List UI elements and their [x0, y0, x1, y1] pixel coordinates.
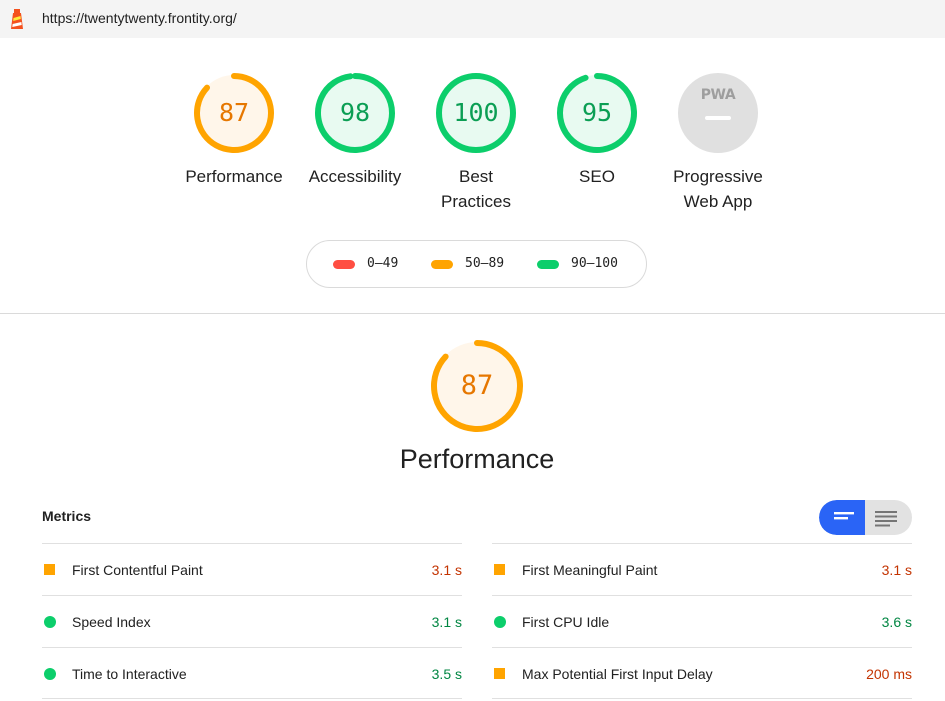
gauge-label-line: Progressive: [673, 167, 763, 186]
performance-section-score: 87: [460, 370, 494, 401]
pass-circle-icon: [44, 668, 56, 680]
gauge-ring-seo: 95: [555, 71, 639, 155]
section-divider: [0, 313, 945, 314]
gauge-ring-best-practices: 100: [434, 71, 518, 155]
metrics-column-right: First Meaningful Paint 3.1 s First CPU Idl…: [492, 543, 912, 699]
address-bar: https://twentytwenty.frontity.org/: [0, 0, 945, 38]
gauge-label-line: Best: [458, 167, 494, 186]
metric-value: 3.6 s: [881, 614, 912, 630]
gauge-score-pwa: PWA: [700, 87, 736, 103]
metric-value: 3.1 s: [431, 562, 462, 578]
gauge-label-line: Accessibility: [308, 167, 402, 186]
gauge-pwa[interactable]: PWA Progressive Web App: [668, 71, 768, 214]
legend-range-average: 50–89: [465, 256, 505, 271]
gauge-label-best-practices: Best Practices: [426, 164, 526, 214]
gauge-label-line: Performance: [185, 167, 283, 186]
compact-view-icon: [834, 512, 854, 520]
gauge-score-performance: 87: [218, 98, 250, 127]
metric-row: Max Potential First Input Delay 200 ms: [492, 647, 912, 699]
gauge-label-accessibility: Accessibility: [305, 164, 405, 189]
gauge-ring-performance: 87: [192, 71, 276, 155]
metric-row: First Meaningful Paint 3.1 s: [492, 543, 912, 595]
legend-swatch-pass: [537, 260, 559, 269]
average-square-icon: [44, 564, 55, 575]
gauge-ring-accessibility: 98: [313, 71, 397, 155]
legend-swatch-fail: [333, 260, 355, 269]
section-title: Performance: [399, 444, 555, 474]
url-text[interactable]: https://twentytwenty.frontity.org/: [42, 10, 237, 26]
legend-range-fail: 0–49: [367, 256, 399, 271]
metrics-heading: Metrics: [42, 508, 92, 524]
metric-name: Max Potential First Input Delay: [522, 666, 713, 682]
metric-value: 3.1 s: [431, 614, 462, 630]
pass-circle-icon: [494, 616, 506, 628]
gauge-label-pwa: Progressive Web App: [668, 164, 768, 214]
average-square-icon: [494, 668, 505, 679]
performance-section-gauge: 87: [428, 337, 526, 435]
metric-name: First Meaningful Paint: [522, 562, 658, 578]
metric-name: Speed Index: [72, 614, 151, 630]
metric-value: 200 ms: [866, 666, 912, 682]
gauge-ring-pwa: PWA: [676, 71, 760, 155]
gauge-label-line: SEO: [579, 167, 615, 186]
gauge-score-seo: 95: [581, 98, 613, 127]
metric-row: Time to Interactive 3.5 s: [42, 647, 462, 699]
metrics-column-left: First Contentful Paint 3.1 s Speed Index 3.…: [42, 543, 462, 699]
gauge-label-line: Web App: [683, 192, 753, 211]
gauge-accessibility[interactable]: 98 Accessibility: [305, 71, 405, 189]
compact-view-button[interactable]: [819, 500, 865, 535]
metrics-view-toggle[interactable]: [819, 500, 912, 535]
average-square-icon: [494, 564, 505, 575]
gauge-best-practices[interactable]: 100 Best Practices: [426, 71, 526, 214]
metric-name: First CPU Idle: [522, 614, 610, 630]
gauge-label-line: Practices: [441, 192, 511, 211]
expanded-view-button[interactable]: [865, 500, 912, 535]
metric-name: Time to Interactive: [72, 666, 187, 682]
expanded-view-icon: [875, 511, 897, 527]
metric-value: 3.5 s: [431, 666, 462, 682]
gauge-seo[interactable]: 95 SEO: [547, 71, 647, 189]
metric-row: Speed Index 3.1 s: [42, 595, 462, 647]
pass-circle-icon: [44, 616, 56, 628]
gauge-label-performance: Performance: [184, 164, 284, 189]
gauge-score-best-practices: 100: [453, 98, 499, 127]
gauge-performance[interactable]: 87 Performance: [184, 71, 284, 189]
score-legend: 0–49 50–89 90–100: [306, 240, 647, 288]
gauge-label-seo: SEO: [547, 164, 647, 189]
lighthouse-icon: [11, 9, 23, 29]
metric-name: First Contentful Paint: [72, 562, 203, 578]
metric-row: First Contentful Paint 3.1 s: [42, 543, 462, 595]
legend-range-pass: 90–100: [571, 256, 618, 271]
metric-row: First CPU Idle 3.6 s: [492, 595, 912, 647]
legend-swatch-average: [431, 260, 453, 269]
metric-value: 3.1 s: [881, 562, 912, 578]
gauge-score-accessibility: 98: [339, 98, 371, 127]
